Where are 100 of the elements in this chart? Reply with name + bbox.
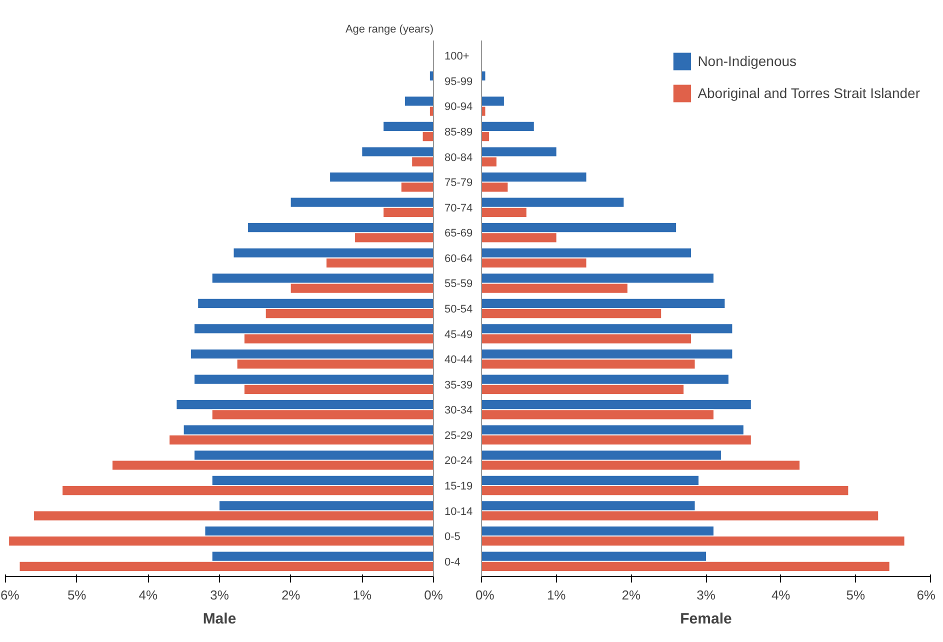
bar <box>170 435 434 445</box>
y-tick-label: 20-24 <box>444 455 473 468</box>
bar <box>212 552 434 561</box>
x-tick-label: 6% <box>0 588 20 602</box>
x-tick-label: 5% <box>846 588 866 602</box>
y-tick-label: 70-74 <box>444 202 473 214</box>
bar <box>482 511 878 520</box>
y-tick-label: 90-94 <box>444 101 473 114</box>
bar <box>482 182 508 192</box>
y-tick-label: 0-4 <box>444 556 460 568</box>
bar <box>482 96 504 106</box>
x-tick-label: 0% <box>476 588 495 602</box>
bar <box>190 349 434 359</box>
chart-title: Age range (years) <box>345 24 434 36</box>
bar <box>9 536 434 546</box>
bar <box>176 400 434 410</box>
bar <box>482 400 751 410</box>
bar <box>384 208 434 217</box>
bar <box>482 410 714 420</box>
x-tick-label: 2% <box>281 588 301 602</box>
bar <box>34 511 434 520</box>
bar <box>482 198 624 207</box>
bar <box>482 132 489 142</box>
bar <box>198 298 434 308</box>
bar <box>244 384 434 394</box>
x-tick-label: 3% <box>696 588 716 602</box>
bar <box>482 223 676 232</box>
bar <box>326 258 434 268</box>
y-tick-label: 55-59 <box>444 278 473 290</box>
bar <box>401 182 434 192</box>
y-tick-label: 15-19 <box>444 480 473 492</box>
bar <box>266 309 434 318</box>
x-tick-label: 0% <box>424 588 444 602</box>
bar <box>482 309 662 318</box>
bar <box>220 501 434 510</box>
y-tick-label: 100+ <box>444 50 470 63</box>
legend-label: Non-Indigenous <box>698 53 797 69</box>
bar <box>330 172 434 182</box>
bar <box>482 258 586 268</box>
bar <box>482 298 725 308</box>
bar <box>482 233 556 242</box>
bar <box>482 274 714 283</box>
bar <box>205 526 434 536</box>
bar <box>234 248 434 258</box>
bar <box>482 374 728 384</box>
bar <box>248 223 434 232</box>
bar <box>362 147 434 156</box>
bar <box>482 476 699 485</box>
bar <box>244 334 434 344</box>
bar <box>482 172 586 182</box>
x-tick-label: 4% <box>138 588 158 602</box>
x-tick-label: 2% <box>622 588 641 602</box>
bar <box>482 157 496 166</box>
x-tick-label: 4% <box>771 588 791 602</box>
y-tick-label: 40-44 <box>444 354 473 366</box>
bar <box>482 324 732 334</box>
y-tick-label: 30-34 <box>444 404 473 417</box>
x-tick-label: 5% <box>67 588 87 602</box>
bar <box>482 147 556 156</box>
bar <box>482 360 695 369</box>
bar <box>112 460 434 470</box>
y-tick-label: 45-49 <box>444 328 473 341</box>
y-tick-label: 95-99 <box>444 76 473 88</box>
bar <box>482 208 526 217</box>
bar <box>194 374 434 384</box>
y-tick-label: 80-84 <box>444 152 473 164</box>
bar <box>482 334 692 344</box>
bar <box>184 425 434 434</box>
y-tick-label: 50-54 <box>444 304 473 316</box>
x-axis-title: Female <box>680 610 732 628</box>
y-tick-label: 0-5 <box>444 531 460 544</box>
bar <box>412 157 434 166</box>
bar <box>482 536 904 546</box>
bar <box>482 384 684 394</box>
bar <box>482 450 721 460</box>
bar <box>194 324 434 334</box>
bar <box>212 410 434 420</box>
y-tick-label: 75-79 <box>444 177 473 190</box>
bar <box>212 274 434 283</box>
bar <box>290 198 434 207</box>
y-tick-label: 60-64 <box>444 252 473 265</box>
bar <box>482 486 848 496</box>
bar <box>290 284 434 293</box>
bar <box>482 349 732 359</box>
bar <box>482 460 800 470</box>
bar <box>422 132 434 142</box>
legend-label: Aboriginal and Torres Strait Islander <box>698 85 920 101</box>
bar <box>62 486 434 496</box>
bar <box>404 96 434 106</box>
bar <box>482 248 692 258</box>
bar <box>482 284 628 293</box>
x-tick-label: 1% <box>546 588 566 602</box>
bar <box>482 526 714 536</box>
x-tick-label: 3% <box>210 588 230 602</box>
y-tick-label: 85-89 <box>444 126 473 139</box>
bar <box>482 562 890 571</box>
x-tick-label: 1% <box>352 588 372 602</box>
bar <box>237 360 434 369</box>
bar <box>482 435 751 445</box>
bar <box>482 552 706 561</box>
